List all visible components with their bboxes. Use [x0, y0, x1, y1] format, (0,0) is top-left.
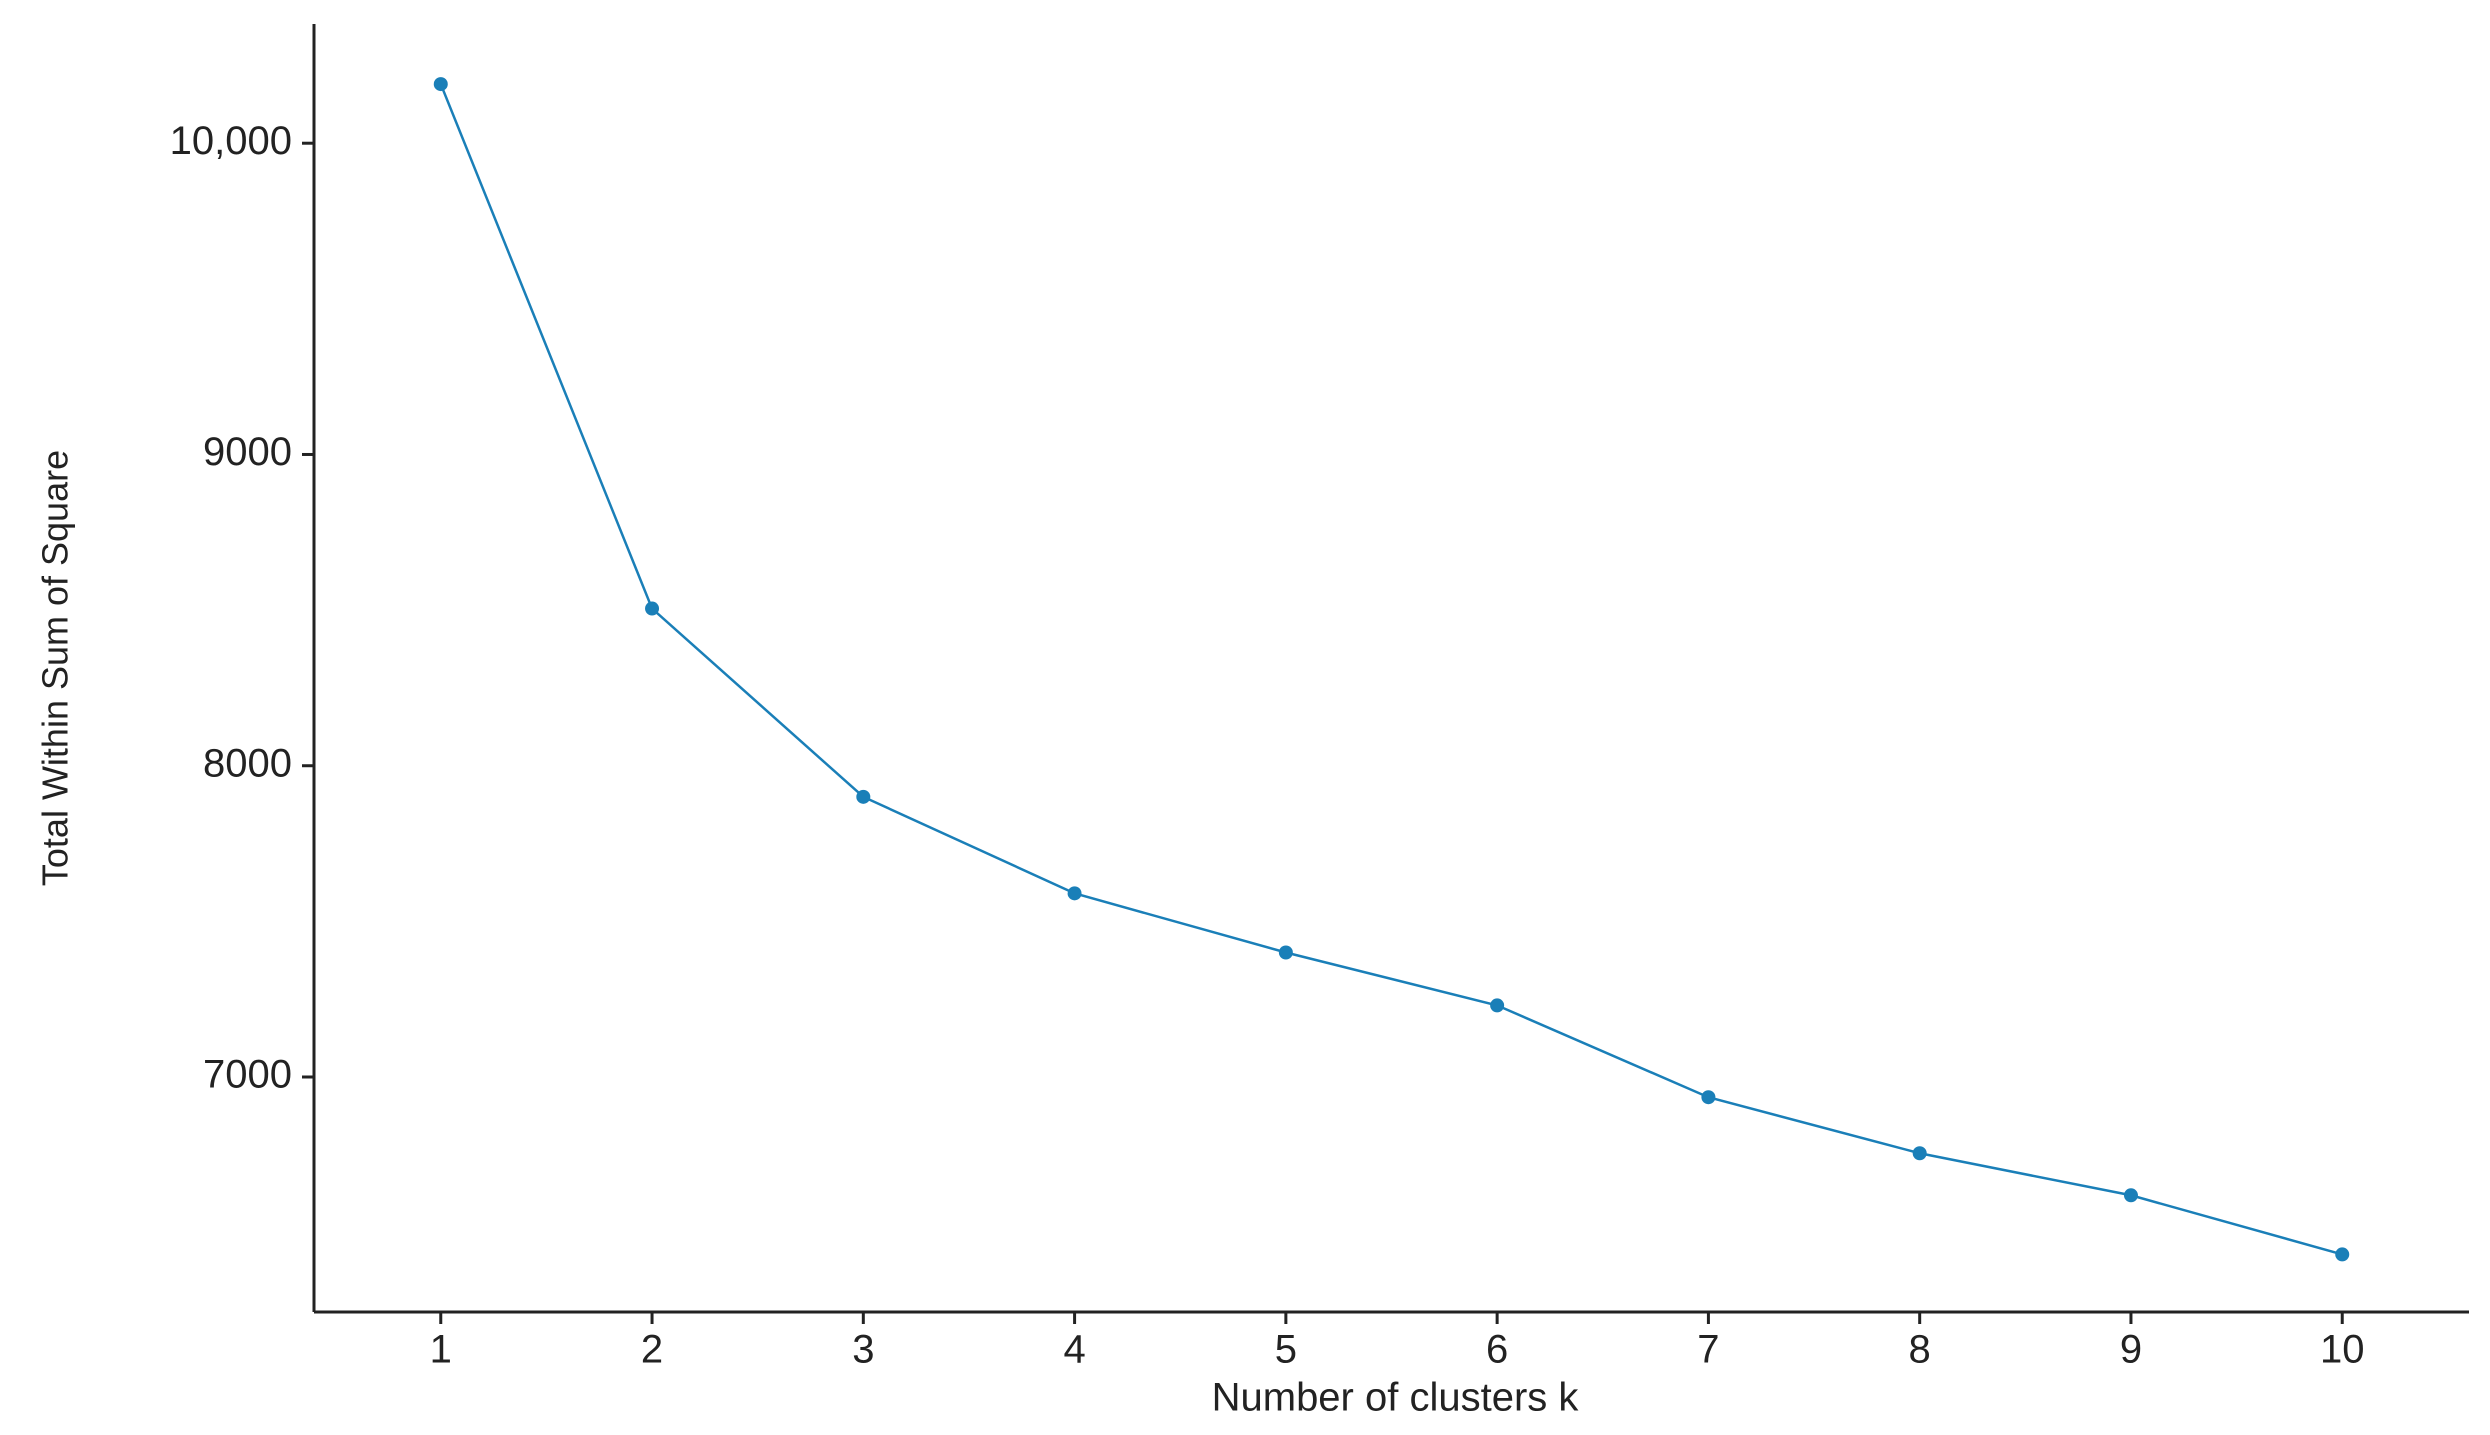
- y-axis-title: Total Within Sum of Square: [35, 450, 76, 886]
- y-tick-label: 8000: [203, 741, 292, 785]
- x-tick-label: 5: [1275, 1328, 1297, 1372]
- x-tick-label: 1: [430, 1328, 452, 1372]
- x-tick-label: 9: [2120, 1328, 2142, 1372]
- point: [1278, 945, 1293, 960]
- point: [645, 601, 660, 616]
- point: [1490, 998, 1505, 1013]
- x-tick-label: 6: [1486, 1328, 1508, 1372]
- point: [1912, 1146, 1927, 1161]
- point: [433, 77, 448, 92]
- point: [2123, 1188, 2138, 1203]
- y-tick-label: 7000: [203, 1053, 292, 1097]
- point: [1067, 886, 1082, 901]
- x-tick-label: 2: [641, 1328, 663, 1372]
- point: [1701, 1090, 1716, 1105]
- x-tick-label: 3: [852, 1328, 874, 1372]
- point: [856, 789, 871, 804]
- y-tick-label: 10,000: [170, 119, 292, 163]
- x-tick-label: 10: [2320, 1328, 2365, 1372]
- line: [439, 83, 2343, 1256]
- point: [2335, 1247, 2350, 1262]
- x-axis-title: Number of clusters k: [1212, 1376, 1580, 1420]
- x-tick-label: 8: [1909, 1328, 1931, 1372]
- y-tick-label: 9000: [203, 430, 292, 474]
- x-tick-label: 4: [1063, 1328, 1085, 1372]
- x-tick-label: 7: [1697, 1328, 1719, 1372]
